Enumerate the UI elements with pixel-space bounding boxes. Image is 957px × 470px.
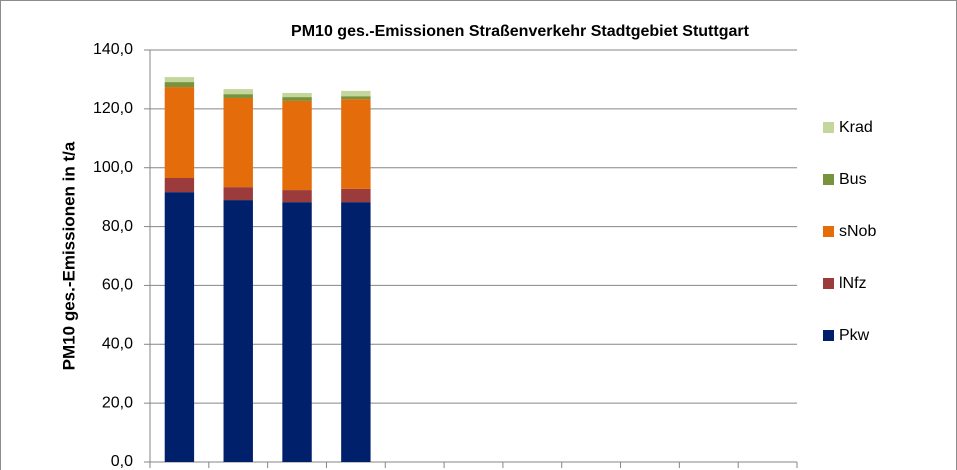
bar-segment: [341, 99, 371, 189]
legend-swatch: [823, 122, 834, 133]
legend-label: Bus: [839, 171, 867, 188]
legend-label: sNob: [839, 223, 876, 240]
y-tick-label: 20,0: [102, 394, 133, 411]
bar-segment: [164, 192, 195, 462]
legend-label: lNfz: [839, 275, 867, 292]
bar-segment: [282, 97, 312, 101]
y-tick-label: 40,0: [102, 336, 133, 353]
y-tick-label: 0,0: [111, 453, 133, 470]
legend-label: Pkw: [839, 327, 870, 344]
bar-segment: [223, 94, 253, 98]
bar-segment: [341, 96, 371, 100]
bar-segment: [282, 202, 312, 462]
bar-segment: [223, 187, 253, 201]
bar-segment: [164, 178, 195, 193]
y-axis-title: PM10 ges.-Emissionen in t/a: [59, 141, 78, 370]
y-tick-label: 80,0: [102, 218, 133, 235]
legend-swatch: [823, 174, 834, 185]
bar-segment: [223, 200, 253, 463]
bar-segment: [282, 92, 312, 98]
legend-swatch: [823, 278, 834, 289]
y-tick-label: 100,0: [93, 159, 133, 176]
bar-segment: [341, 202, 371, 462]
bar-segment: [282, 190, 312, 203]
y-tick-label: 120,0: [93, 100, 133, 117]
y-tick-label: 60,0: [102, 277, 133, 294]
bar-segment: [164, 82, 195, 88]
bar-segment: [164, 77, 195, 83]
bar-segment: [282, 100, 312, 191]
legend-swatch: [823, 226, 834, 237]
bar-segment: [223, 97, 253, 188]
legend-swatch: [823, 330, 834, 341]
bar-segment: [164, 87, 195, 179]
bar-segment: [223, 89, 253, 95]
bar-segment: [341, 90, 371, 97]
y-tick-label: 140,0: [93, 41, 133, 58]
chart-title: PM10 ges.-Emissionen Straßenverkehr Stad…: [291, 23, 750, 40]
bar-segment: [341, 188, 371, 203]
legend-label: Krad: [839, 119, 873, 136]
